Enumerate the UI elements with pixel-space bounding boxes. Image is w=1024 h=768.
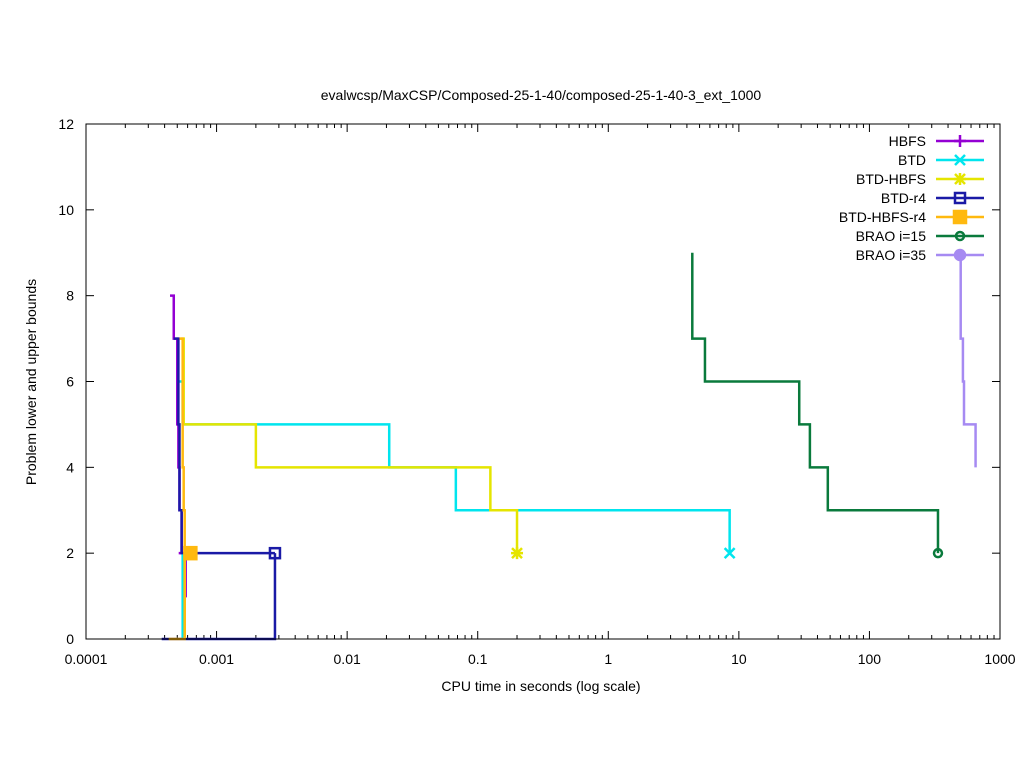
legend: HBFS BTD BTD-HBFS BTD-r4 BTD-HBFS-r4 BRAO i=1… (839, 133, 984, 263)
legend-swatch-marker (954, 135, 966, 147)
legend-swatch-marker (952, 209, 968, 225)
series-btd-hbfs-upper-line (180, 337, 519, 554)
legend-swatch-marker (954, 154, 966, 166)
series-btd-hbfs-final-point (511, 547, 524, 560)
series-brao-i-15-upper-line (691, 252, 940, 554)
legend-swatch-marker (954, 230, 966, 242)
series-brao-i-15-final-point (932, 547, 944, 559)
y-tick-label: 12 (58, 116, 74, 132)
legend-swatch-marker (954, 173, 966, 185)
legend-swatch-marker (953, 191, 967, 205)
x-tick-label: 1000 (984, 651, 1015, 667)
series-btd-r4 (161, 337, 282, 641)
x-tick-label: 10 (731, 651, 747, 667)
legend-label: BTD (898, 152, 926, 168)
series-btd (177, 380, 736, 639)
series-btd-hbfs-r4-final-point (183, 545, 198, 561)
legend-label: BTD-r4 (881, 190, 926, 206)
y-tick-label: 8 (66, 288, 74, 304)
legend-label: BRAO i=15 (856, 228, 927, 244)
y-tick-label: 10 (58, 202, 74, 218)
y-axis-label: Problem lower and upper bounds (23, 279, 39, 485)
x-tick-label: 0.01 (334, 651, 361, 667)
series-btd-hbfs (180, 337, 524, 639)
x-axis-label: CPU time in seconds (log scale) (441, 678, 640, 694)
x-tick-label: 1 (604, 651, 612, 667)
legend-entry-btd-hbfs-r4: BTD-HBFS-r4 (839, 209, 984, 225)
y-tick-label: 6 (66, 374, 74, 390)
series-brao-i-35-upper-line (959, 252, 977, 468)
series-btd-r4-upper-line (173, 337, 275, 555)
legend-label: HBFS (889, 133, 926, 149)
series-btd-r4-final-point (268, 546, 282, 560)
legend-entry-btd-hbfs: BTD-HBFS (856, 171, 984, 187)
legend-entry-brao-i-35: BRAO i=35 (856, 247, 984, 263)
legend-entry-btd: BTD (898, 152, 984, 168)
legend-label: BRAO i=35 (856, 247, 927, 263)
series-btd-r4-lower-line (161, 553, 277, 641)
axis-ticks: 0.0001 0.001 0.01 0.1 1 10 100 1000 0 2 4 6 8 10 12 (58, 116, 1015, 667)
legend-label: BTD-HBFS (856, 171, 926, 187)
plot-frame (85, 123, 1001, 640)
y-tick-label: 4 (66, 459, 74, 475)
legend-entry-brao-i-15: BRAO i=15 (856, 228, 984, 244)
legend-entry-hbfs: HBFS (889, 133, 984, 149)
legend-entry-btd-r4: BTD-r4 (881, 190, 984, 206)
series-brao-i-35 (959, 252, 977, 468)
x-tick-label: 0.0001 (65, 651, 108, 667)
x-tick-label: 0.001 (199, 651, 234, 667)
chart-title: evalwcsp/MaxCSP/Composed-25-1-40/compose… (321, 87, 762, 103)
plot-series (161, 252, 977, 641)
y-tick-label: 0 (66, 631, 74, 647)
series-brao-i-15 (691, 252, 944, 559)
y-tick-label: 2 (66, 545, 74, 561)
series-btd-final-point (723, 547, 736, 560)
legend-swatch-marker (953, 248, 967, 262)
x-tick-label: 100 (858, 651, 882, 667)
legend-label: BTD-HBFS-r4 (839, 209, 926, 225)
x-tick-label: 0.1 (468, 651, 488, 667)
